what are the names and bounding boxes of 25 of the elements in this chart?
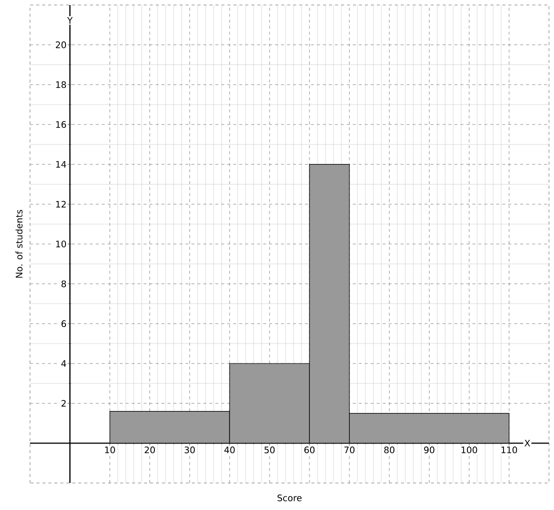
x-tick-label: 80 <box>384 446 394 454</box>
annotation: Y <box>67 17 73 24</box>
x-tick-label: 10 <box>105 446 115 454</box>
x-tick-label: 90 <box>424 446 434 454</box>
y-tick-label: 12 <box>56 200 66 208</box>
y-tick-label: 20 <box>56 41 66 48</box>
y-tick-label: 4 <box>61 360 66 367</box>
annotation: X <box>524 440 530 446</box>
x-tick-label: 70 <box>344 446 354 454</box>
y-tick-label: 2 <box>62 400 66 407</box>
y-tick-label: 6 <box>62 320 66 328</box>
x-tick-label: 30 <box>184 446 195 454</box>
x-tick-label: 100 <box>462 446 478 454</box>
x-tick-label: 40 <box>224 446 235 454</box>
x-tick-label: 60 <box>304 446 315 454</box>
x-tick-label: 20 <box>144 446 155 454</box>
y-tick-label: 10 <box>56 240 66 248</box>
x-tick-label: 50 <box>264 446 275 454</box>
y-tick-label: 8 <box>62 280 66 288</box>
y-tick-label: 14 <box>56 161 66 168</box>
y-axis-title: No. of students <box>16 210 22 278</box>
x-tick-label: 110 <box>502 446 518 454</box>
x-axis-title: Score <box>278 494 302 502</box>
y-tick-label: 18 <box>56 81 66 88</box>
y-tick-label: 16 <box>56 121 66 128</box>
